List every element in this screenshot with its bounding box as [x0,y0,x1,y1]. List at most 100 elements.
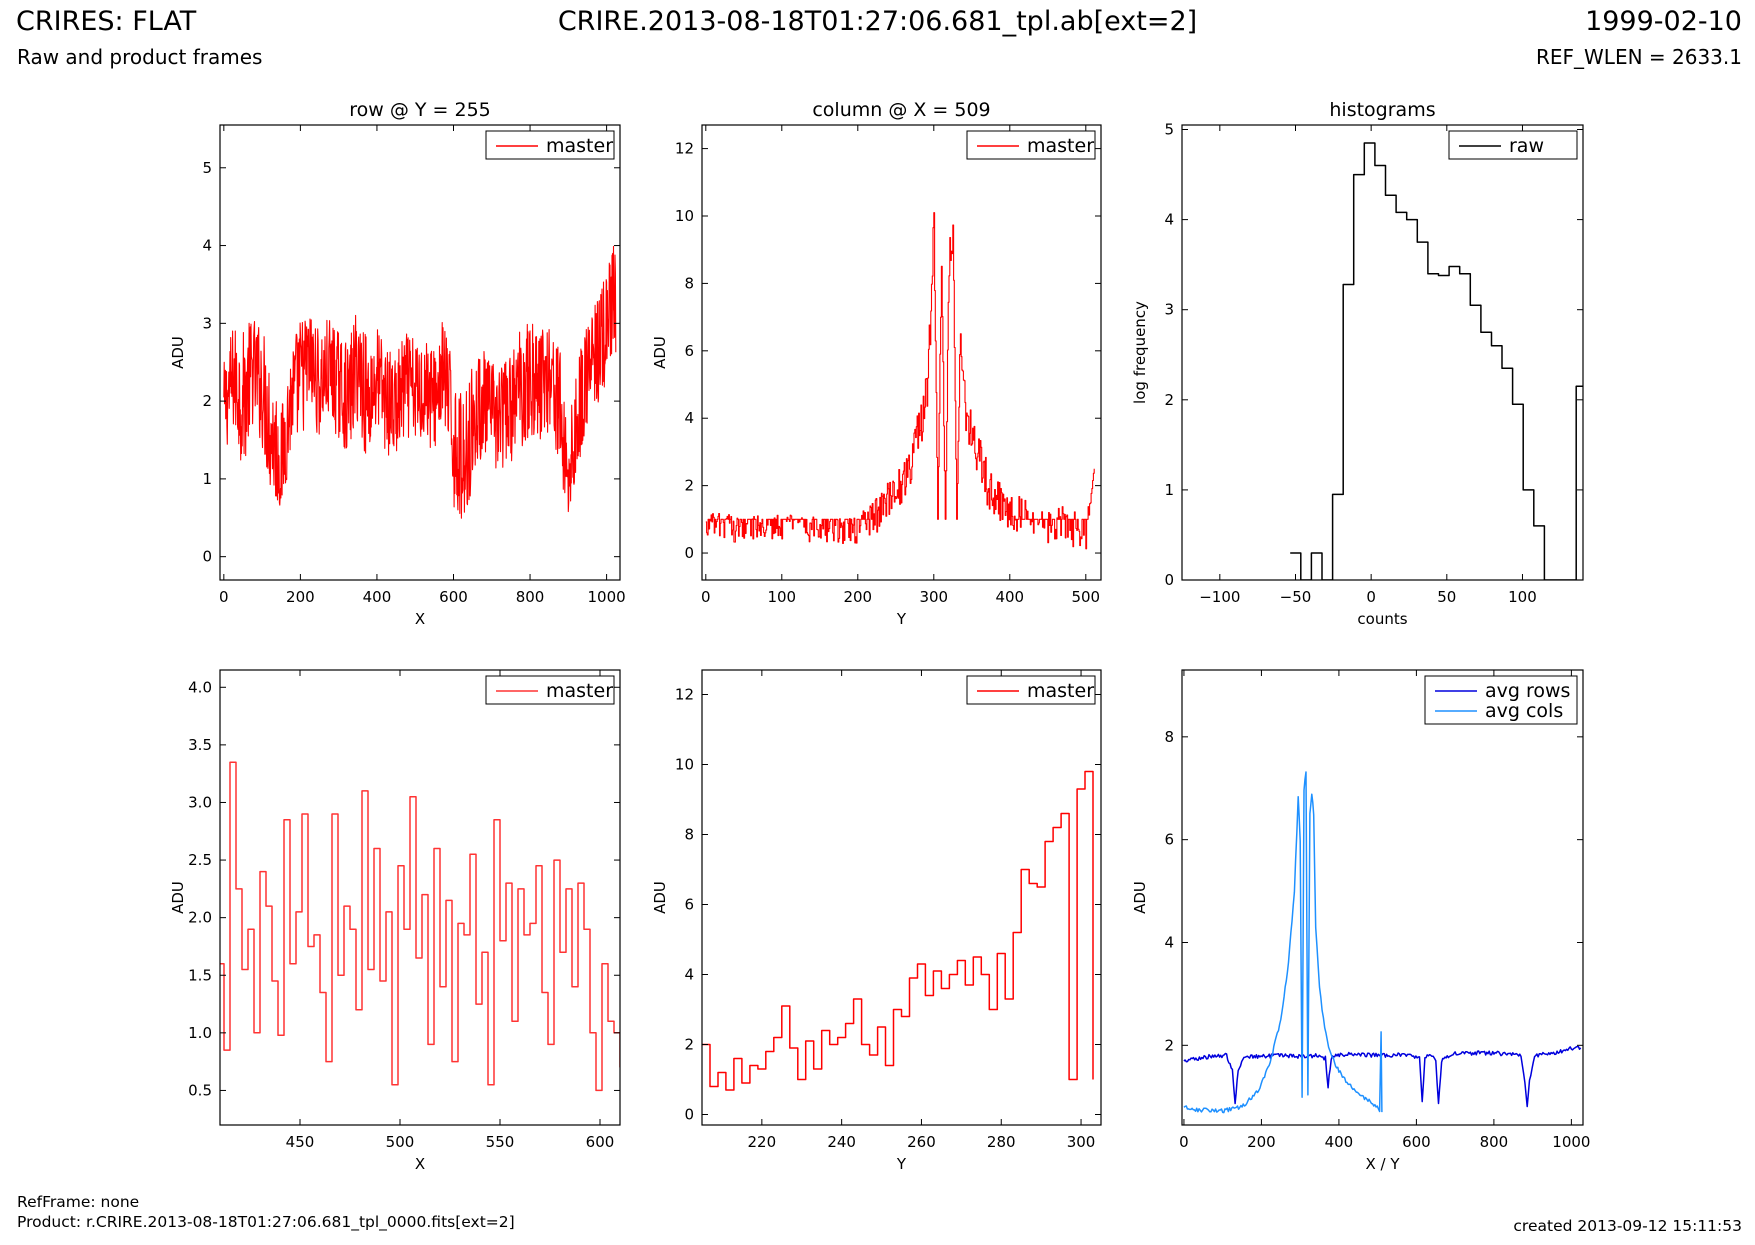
x-tick-label: 0 [219,588,229,606]
x-tick-label: 200 [286,588,315,606]
series-line-master [220,761,620,1092]
y-axis-label: ADU [651,881,669,914]
x-tick-label: 400 [1325,1133,1354,1151]
y-tick-label: 4 [202,237,212,255]
y-tick-label: 2 [1164,391,1174,409]
panel-histograms: −100 −50 0 50 100 0 1 2 3 4 5 histograms counts log f… [1131,99,1584,628]
y-tick-label: 8 [684,274,694,292]
y-tick-label: 3.0 [188,793,212,811]
series-line-master [702,770,1094,1091]
plot-frame [701,124,1102,581]
panel-column: 0 100 200 300 400 500 0 2 4 6 8 10 12 column @ X = 50… [651,99,1102,628]
x-tick-label: 260 [907,1133,936,1151]
y-tick-label: 12 [675,140,694,158]
legend-entry: master [546,135,613,157]
plot-frame [219,669,621,1126]
y-tick-label: 4 [684,409,694,427]
panel-averages: 0 200 400 600 800 1000 2 4 6 8 X / Y ADU avg rowsavg… [1131,669,1590,1173]
x-tick-label: 0 [1366,588,1376,606]
y-tick-label: 0 [202,548,212,566]
y-tick-label: 8 [1164,728,1174,746]
x-tick-label: 400 [363,588,392,606]
x-tick-label: 600 [439,588,468,606]
y-tick-label: 3 [202,314,212,332]
x-tick-label: 200 [1247,1133,1276,1151]
ref-frame-label: RefFrame: none [17,1193,140,1211]
y-tick-label: 0 [1164,571,1174,589]
x-tick-label: 600 [586,1133,615,1151]
y-tick-label: 6 [684,342,694,360]
x-tick-label: 100 [1508,588,1537,606]
x-tick-label: 300 [919,588,948,606]
x-tick-label: 200 [843,588,872,606]
y-tick-label: 12 [675,686,694,704]
y-axis-label: log frequency [1131,301,1149,404]
legend: raw [1448,130,1578,160]
date-label: 1999-02-10 [1585,6,1742,37]
x-tick-label: 0 [701,588,711,606]
y-tick-label: 1 [1164,481,1174,499]
legend: master [966,675,1096,705]
plot-frame [1181,124,1584,581]
x-tick-label: 600 [1402,1133,1431,1151]
x-axis-label: X / Y [1365,1155,1400,1173]
x-tick-label: 1000 [1552,1133,1590,1151]
x-tick-label: 1000 [588,588,626,606]
y-tick-label: 5 [1164,121,1174,139]
file-title: CRIRE.2013-08-18T01:27:06.681_tpl.ab[ext… [557,6,1198,37]
y-tick-label: 2 [1164,1036,1174,1054]
product-label: Product: r.CRIRE.2013-08-18T01:27:06.681… [17,1213,515,1231]
y-axis-label: ADU [169,336,187,369]
y-tick-label: 1.0 [188,1024,212,1042]
plot-frame [1181,669,1584,1126]
panel-row-zoom: 450 500 550 600 0.5 1.0 1.5 2.0 2.5 3.0 3.5 4.0 X ADU… [169,669,621,1173]
y-tick-label: 2 [684,477,694,495]
x-tick-label: 220 [748,1133,777,1151]
legend-entry: raw [1509,135,1544,157]
x-tick-label: 800 [516,588,545,606]
y-tick-label: 5 [202,159,212,177]
ref-wlen-label: REF_WLEN = 2633.1 [1535,45,1742,69]
x-axis-label: X [415,1155,425,1173]
y-tick-label: 0 [684,544,694,562]
x-tick-label: 280 [987,1133,1016,1151]
y-tick-label: 4 [684,966,694,984]
x-axis-label: Y [896,1155,907,1173]
legend: master [966,130,1096,160]
x-tick-label: 100 [767,588,796,606]
legend-entry: master [1027,680,1094,702]
x-tick-label: −50 [1280,588,1312,606]
y-tick-label: 1 [202,470,212,488]
x-tick-label: 240 [827,1133,856,1151]
y-tick-label: 4 [1164,211,1174,229]
x-tick-label: 400 [995,588,1024,606]
legend-entry: avg cols [1485,700,1563,722]
y-tick-label: 10 [675,207,694,225]
x-tick-label: −100 [1199,588,1240,606]
legend-entry: master [1027,135,1094,157]
y-tick-label: 0.5 [188,1081,212,1099]
legend: master [485,675,615,705]
x-tick-label: 500 [1071,588,1100,606]
series-line-raw [1290,142,1583,580]
legend: master [485,130,615,160]
y-tick-label: 10 [675,756,694,774]
x-tick-label: 50 [1437,588,1456,606]
series-line-master [705,212,1095,550]
y-tick-label: 0 [684,1106,694,1124]
plot-frame [701,669,1102,1126]
y-axis-label: ADU [1131,881,1149,914]
x-tick-label: 450 [286,1133,315,1151]
chart-title: histograms [1329,99,1435,121]
y-tick-label: 8 [684,826,694,844]
y-tick-label: 2 [684,1036,694,1054]
y-tick-label: 6 [1164,831,1174,849]
legend-entry: avg rows [1485,680,1570,702]
chart-title: row @ Y = 255 [349,99,491,121]
created-label: created 2013-09-12 15:11:53 [1513,1217,1742,1235]
series-line-avg-cols [1183,771,1383,1114]
page-subtitle: Raw and product frames [17,45,263,69]
panel-column-zoom: 220 240 260 280 300 0 2 4 6 8 10 12 Y ADU master [651,669,1102,1173]
x-axis-label: counts [1357,610,1407,628]
